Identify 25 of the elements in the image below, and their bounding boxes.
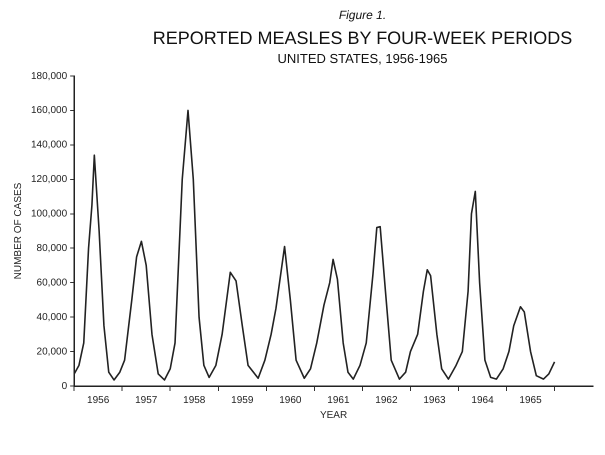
x-tick-label: 1964 <box>471 394 494 406</box>
y-tick-label: 20,000 <box>36 346 68 358</box>
y-tick-label: 60,000 <box>36 277 68 288</box>
x-tick-label: 1959 <box>231 394 254 406</box>
y-tick-label: 180,000 <box>30 70 68 82</box>
y-tick-label: 120,000 <box>30 174 68 186</box>
chart-subtitle: UNITED STATES, 1956-1965 <box>276 51 449 66</box>
x-tick-label: 1961 <box>327 394 350 406</box>
caption: Figure 1. <box>338 8 388 22</box>
x-tick-label: 1957 <box>135 394 158 406</box>
x-tick-label: 1962 <box>375 394 398 406</box>
x-tick-label: 1958 <box>183 394 206 406</box>
x-tick-label: 1963 <box>423 394 446 406</box>
x-axis-title: YEAR <box>320 410 348 421</box>
y-tick-label: 160,000 <box>30 105 68 116</box>
y-tick-label: 140,000 <box>30 140 68 151</box>
y-tick-label: 100,000 <box>30 208 68 220</box>
y-tick-label: 80,000 <box>36 242 68 254</box>
x-tick-label: 1965 <box>519 394 542 406</box>
y-tick-label: 40,000 <box>36 312 68 323</box>
y-axis-title: NUMBER OF CASES <box>12 182 24 280</box>
chart-title: REPORTED MEASLES BY FOUR-WEEK PERIODS <box>152 28 574 49</box>
x-tick-label: 1956 <box>87 394 110 406</box>
x-tick-label: 1960 <box>279 394 302 406</box>
y-tick-label: 0 <box>62 380 68 392</box>
